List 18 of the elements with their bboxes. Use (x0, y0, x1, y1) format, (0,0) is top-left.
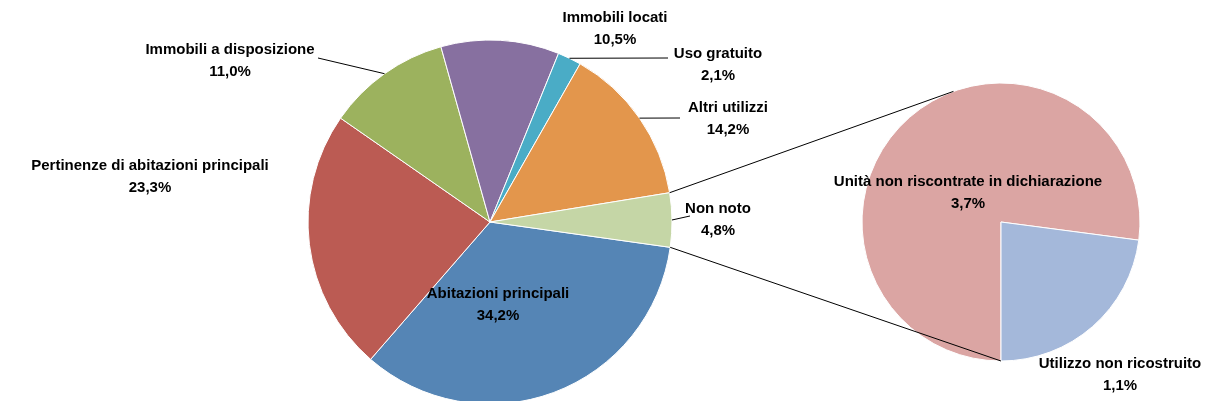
data-label: 10,5% (593, 30, 637, 47)
slice-label: Immobili locati (562, 8, 668, 25)
slice-label: Uso gratuito (673, 44, 763, 61)
data-label: 23,3% (128, 178, 172, 195)
data-label: 1,1% (1102, 376, 1138, 393)
slice-label: Pertinenze di abitazioni principali (31, 156, 269, 173)
data-label: 3,7% (950, 194, 986, 211)
slice-label: Unità non riscontrate in dichiarazione (833, 172, 1103, 189)
slice-label: Non noto (685, 199, 751, 216)
slice-label: Immobili a disposizione (145, 40, 315, 57)
slice-label: Altri utilizzi (688, 98, 768, 115)
data-label: 11,0% (209, 62, 251, 79)
data-label: 34,2% (476, 306, 520, 323)
slice-label: Abitazioni principali (426, 284, 570, 301)
data-label: 2,1% (700, 66, 736, 83)
data-label: 14,2% (706, 120, 750, 137)
data-label: 4,8% (700, 221, 736, 238)
slice-label: Utilizzo non ricostruito (1038, 354, 1202, 371)
